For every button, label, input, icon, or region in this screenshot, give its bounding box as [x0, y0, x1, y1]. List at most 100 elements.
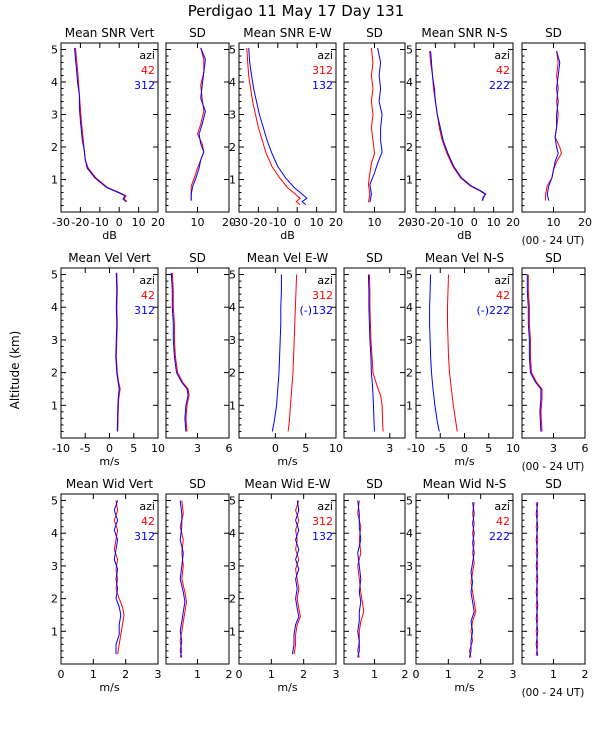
panel-snr-vert-sd: SD 10 20: [165, 26, 236, 229]
panel-snr-vert: Mean SNR Vert 1 2 3 4 5 -30 -20 -10 0 10 20 dB azi 42 3…: [51, 26, 165, 242]
y-tick-label: 5: [51, 44, 58, 57]
x-tick-label: -5: [435, 442, 446, 455]
x-tick-label: 10: [547, 216, 561, 229]
series-line-blue: [170, 272, 189, 432]
x-tick-label: -10: [407, 442, 425, 455]
x-tick-label: 0: [413, 668, 420, 681]
panel-vel-ns-sd: SD 3 6: [521, 251, 589, 455]
legend-entry: 132: [312, 530, 333, 543]
legend-entry: 312: [312, 64, 333, 77]
series-line-blue: [357, 500, 362, 658]
legend-entry: 312: [134, 304, 155, 317]
y-tick-label: 4: [406, 527, 413, 540]
y-tick-label: 1: [229, 399, 236, 412]
legend-entry: azi: [139, 274, 155, 287]
plot-frame: [343, 493, 406, 665]
x-tick-label: 10: [487, 216, 501, 229]
y-tick-label: 4: [51, 527, 58, 540]
series-line-red: [545, 51, 562, 201]
legend-entry: azi: [494, 500, 510, 513]
y-tick-label: 1: [406, 399, 413, 412]
altitude-axis-label: Altitude (km): [8, 331, 22, 410]
x-axis-label: dB: [102, 229, 117, 242]
x-axis-label: m/s: [277, 455, 297, 468]
x-tick-label: 20: [329, 216, 343, 229]
y-tick-label: 5: [406, 495, 413, 508]
x-tick-label: 10: [368, 216, 382, 229]
x-tick-label: 3: [333, 668, 340, 681]
series-line-blue: [526, 274, 542, 432]
y-tick-label: 1: [51, 399, 58, 412]
x-tick-label: -30: [52, 216, 70, 229]
series-line-blue: [429, 274, 440, 432]
series-line-red: [246, 47, 301, 206]
series-line-blue: [535, 502, 539, 656]
x-tick-label: -10: [91, 216, 109, 229]
y-tick-label: 4: [229, 527, 236, 540]
x-axis-label: m/s: [99, 455, 119, 468]
y-tick-label: 5: [229, 495, 236, 508]
panel-snr-ns: Mean SNR N-S 1 2 3 4 5 -30 -20 -10 0 10 20 dB azi 42 22…: [406, 26, 520, 242]
panel-wid-ns-sd: SD 1 2: [521, 477, 589, 681]
y-tick-label: 3: [229, 334, 236, 347]
x-tick-label: 10: [310, 216, 324, 229]
y-tick-label: 1: [229, 174, 236, 187]
x-tick-label: -30: [230, 216, 248, 229]
panel-snr-ew-sd: SD 10 20: [343, 26, 412, 229]
y-tick-label: 1: [51, 625, 58, 638]
series-line-blue: [113, 500, 122, 655]
plot-frame: [343, 42, 406, 213]
y-tick-label: 2: [51, 593, 58, 606]
x-tick-label: 10: [506, 442, 520, 455]
y-tick-label: 3: [406, 109, 413, 122]
legend-entry: azi: [494, 49, 510, 62]
legend-entry: 42: [141, 289, 155, 302]
panel-vel-vert-sd: SD 3 6: [165, 251, 233, 455]
plot-frame: [521, 493, 586, 665]
x-tick-label: 10: [132, 216, 146, 229]
x-tick-label: 10: [191, 216, 205, 229]
legend-entry: 312: [134, 530, 155, 543]
x-tick-label: -20: [249, 216, 267, 229]
legend-entry: 42: [496, 289, 510, 302]
x-tick-label: 5: [302, 442, 309, 455]
series-line-blue: [248, 47, 308, 206]
panel-wid-ew-sd: SD 1 2: [343, 477, 409, 681]
panel-wid-vert-sd: SD 1 2: [165, 477, 233, 681]
y-tick-label: 4: [229, 301, 236, 314]
x-tick-label: 20: [506, 216, 520, 229]
y-tick-label: 3: [229, 560, 236, 573]
y-tick-label: 1: [229, 625, 236, 638]
y-tick-label: 4: [406, 76, 413, 89]
x-tick-label: 0: [471, 216, 478, 229]
panel-title: Mean Vel N-S: [425, 251, 504, 265]
x-axis-label: m/s: [99, 681, 119, 694]
x-tick-label: 1: [268, 668, 275, 681]
series-line-red: [527, 274, 543, 432]
x-tick-label: 0: [272, 442, 279, 455]
series-line-red: [368, 274, 384, 432]
x-tick-label: 1: [90, 668, 97, 681]
panel-title: Mean SNR N-S: [421, 26, 507, 40]
legend-entry: 222: [489, 530, 510, 543]
series-line-blue: [369, 47, 383, 203]
legend-entry: 312: [312, 289, 333, 302]
y-tick-label: 2: [229, 367, 236, 380]
y-tick-label: 3: [406, 334, 413, 347]
y-tick-label: 4: [406, 301, 413, 314]
x-tick-label: 20: [222, 216, 236, 229]
series-line-red: [293, 500, 301, 655]
panel-wid-ew: Mean Wid E-W 1 2 3 4 5 0 1 2 3 m/s azi 312 132: [229, 477, 340, 694]
legend-entry: azi: [494, 274, 510, 287]
plot-frame: [521, 42, 586, 213]
panel-title: Mean Wid Vert: [66, 477, 153, 491]
y-tick-label: 1: [51, 174, 58, 187]
series-line-blue: [190, 47, 206, 201]
series-line-red: [447, 274, 458, 432]
x-tick-label: -20: [71, 216, 89, 229]
y-tick-label: 4: [229, 76, 236, 89]
panel-title: Mean Vel Vert: [68, 251, 151, 265]
x-tick-label: 10: [329, 442, 343, 455]
legend-entry: 222: [489, 79, 510, 92]
series-line-blue: [468, 502, 475, 658]
